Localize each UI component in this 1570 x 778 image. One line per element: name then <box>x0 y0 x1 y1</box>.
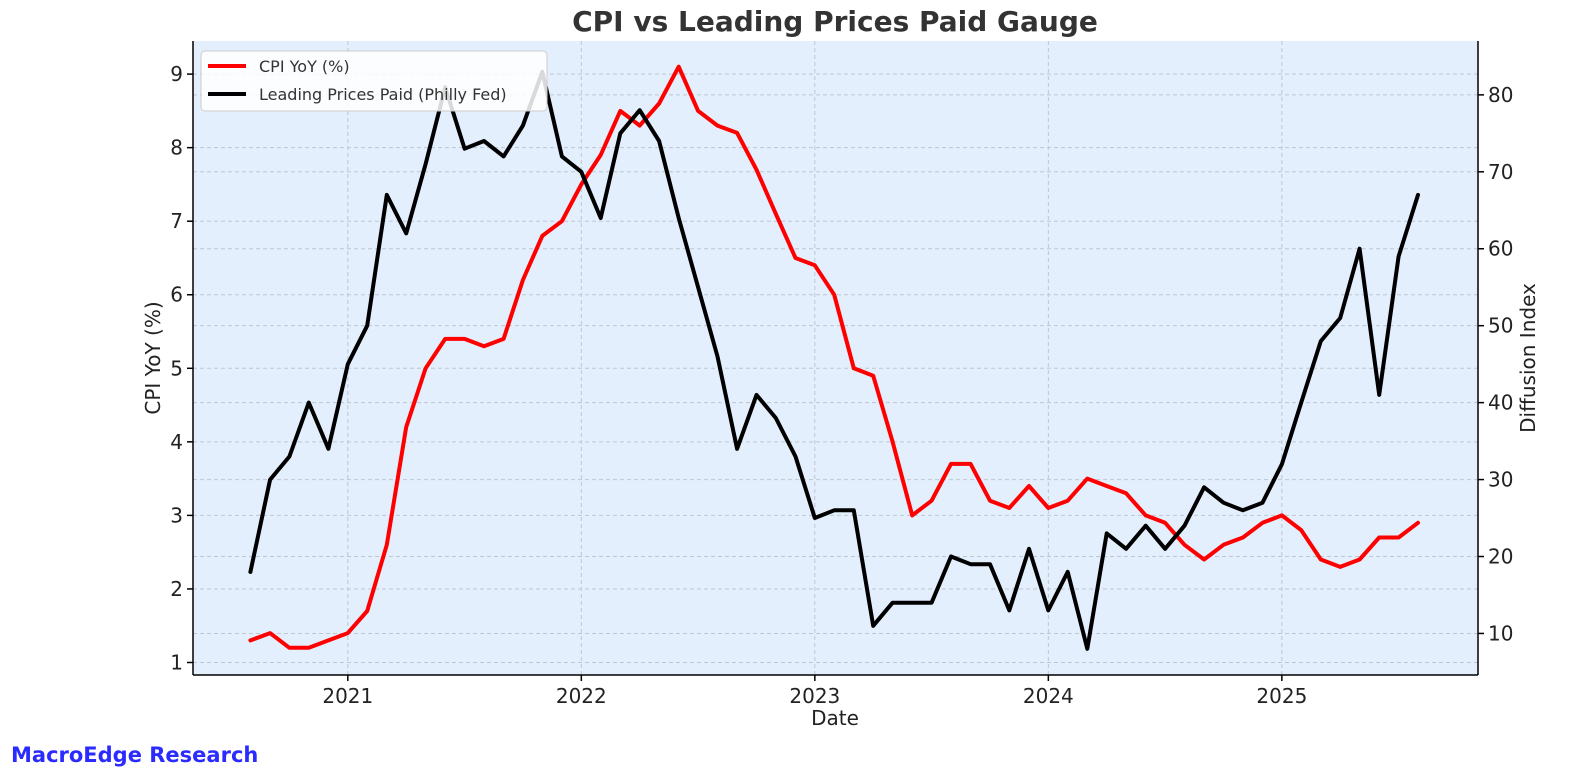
chart-title: CPI vs Leading Prices Paid Gauge <box>572 5 1098 38</box>
y2-tick-label: 30 <box>1488 468 1513 492</box>
y-tick-label: 8 <box>170 136 183 160</box>
y-tick-label: 7 <box>170 209 183 233</box>
x-tick-label: 2024 <box>1023 684 1074 708</box>
y-axis-label: CPI YoY (%) <box>141 301 165 414</box>
x-axis-ticks: 2021 2022 2023 2024 2025 <box>322 675 1307 708</box>
x-tick-label: 2021 <box>322 684 373 708</box>
legend: CPI YoY (%) Leading Prices Paid (Philly … <box>200 50 548 112</box>
y2-tick-label: 60 <box>1488 237 1513 261</box>
legend-box <box>200 50 548 112</box>
x-tick-label: 2025 <box>1256 684 1307 708</box>
y2-axis-label: Diffusion Index <box>1516 283 1540 433</box>
y2-tick-label: 10 <box>1488 621 1513 645</box>
grid <box>193 41 1478 675</box>
y-tick-label: 5 <box>170 356 183 380</box>
watermark: MacroEdge Research <box>11 743 259 767</box>
y2-tick-label: 70 <box>1488 160 1513 184</box>
y2-tick-label: 20 <box>1488 545 1513 569</box>
y-tick-label: 3 <box>170 503 183 527</box>
left-axis-ticks: 1 2 3 4 5 6 7 8 9 <box>170 62 193 674</box>
series-line-cpi <box>248 64 1420 650</box>
x-tick-label: 2022 <box>556 684 607 708</box>
legend-label-cpi: CPI YoY (%) <box>259 57 350 76</box>
x-axis-label: Date <box>811 706 859 730</box>
y-tick-label: 4 <box>170 430 183 454</box>
y2-tick-label: 50 <box>1488 314 1513 338</box>
axes-frame <box>192 41 1479 676</box>
x-tick-label: 2023 <box>789 684 840 708</box>
y-tick-label: 9 <box>170 62 183 86</box>
right-axis-ticks: 10 20 30 40 50 60 70 80 <box>1478 83 1513 645</box>
legend-label-leading: Leading Prices Paid (Philly Fed) <box>259 85 507 104</box>
y-tick-label: 1 <box>170 650 183 674</box>
y2-tick-label: 80 <box>1488 83 1513 107</box>
y-tick-label: 2 <box>170 577 183 601</box>
y-tick-label: 6 <box>170 283 183 307</box>
y2-tick-label: 40 <box>1488 391 1513 415</box>
plot-area <box>193 41 1478 675</box>
